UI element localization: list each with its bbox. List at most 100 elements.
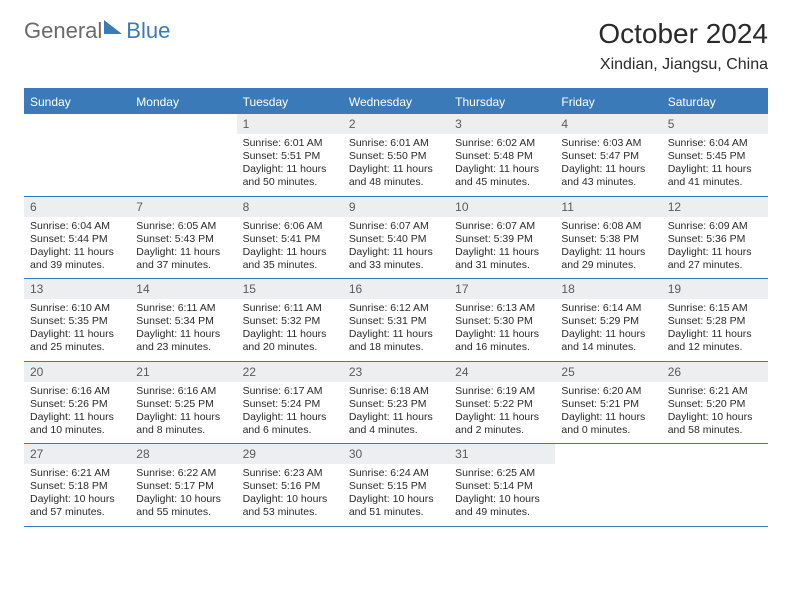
sunrise-text: Sunrise: 6:02 AM <box>455 137 549 150</box>
sunset-text: Sunset: 5:28 PM <box>668 315 762 328</box>
dow-monday: Monday <box>130 90 236 114</box>
daylight-text: Daylight: 11 hours and 48 minutes. <box>349 163 443 189</box>
day-number: 29 <box>237 444 343 464</box>
day-body: Sunrise: 6:16 AMSunset: 5:26 PMDaylight:… <box>24 382 130 444</box>
sunrise-text: Sunrise: 6:17 AM <box>243 385 337 398</box>
sunrise-text: Sunrise: 6:09 AM <box>668 220 762 233</box>
sunset-text: Sunset: 5:35 PM <box>30 315 124 328</box>
day-number: 1 <box>237 114 343 134</box>
day-number: 5 <box>662 114 768 134</box>
day-cell: 11Sunrise: 6:08 AMSunset: 5:38 PMDayligh… <box>555 197 661 279</box>
day-body: Sunrise: 6:10 AMSunset: 5:35 PMDaylight:… <box>24 299 130 361</box>
daylight-text: Daylight: 11 hours and 43 minutes. <box>561 163 655 189</box>
sunset-text: Sunset: 5:39 PM <box>455 233 549 246</box>
sunrise-text: Sunrise: 6:24 AM <box>349 467 443 480</box>
sunset-text: Sunset: 5:32 PM <box>243 315 337 328</box>
day-number: 26 <box>662 362 768 382</box>
sunset-text: Sunset: 5:18 PM <box>30 480 124 493</box>
daylight-text: Daylight: 11 hours and 29 minutes. <box>561 246 655 272</box>
day-cell: 25Sunrise: 6:20 AMSunset: 5:21 PMDayligh… <box>555 362 661 444</box>
location: Xindian, Jiangsu, China <box>598 56 768 74</box>
sunrise-text: Sunrise: 6:11 AM <box>136 302 230 315</box>
sunrise-text: Sunrise: 6:08 AM <box>561 220 655 233</box>
day-body: Sunrise: 6:19 AMSunset: 5:22 PMDaylight:… <box>449 382 555 444</box>
day-number: 21 <box>130 362 236 382</box>
day-cell: 31Sunrise: 6:25 AMSunset: 5:14 PMDayligh… <box>449 444 555 526</box>
sunrise-text: Sunrise: 6:16 AM <box>30 385 124 398</box>
day-body: Sunrise: 6:09 AMSunset: 5:36 PMDaylight:… <box>662 217 768 279</box>
sunset-text: Sunset: 5:25 PM <box>136 398 230 411</box>
daylight-text: Daylight: 11 hours and 50 minutes. <box>243 163 337 189</box>
sunrise-text: Sunrise: 6:07 AM <box>349 220 443 233</box>
day-number: 15 <box>237 279 343 299</box>
day-body: Sunrise: 6:20 AMSunset: 5:21 PMDaylight:… <box>555 382 661 444</box>
sunset-text: Sunset: 5:43 PM <box>136 233 230 246</box>
day-body: Sunrise: 6:24 AMSunset: 5:15 PMDaylight:… <box>343 464 449 526</box>
sunset-text: Sunset: 5:38 PM <box>561 233 655 246</box>
daylight-text: Daylight: 10 hours and 55 minutes. <box>136 493 230 519</box>
sunrise-text: Sunrise: 6:01 AM <box>349 137 443 150</box>
day-number: 31 <box>449 444 555 464</box>
daylight-text: Daylight: 11 hours and 33 minutes. <box>349 246 443 272</box>
sunrise-text: Sunrise: 6:21 AM <box>668 385 762 398</box>
day-number: 12 <box>662 197 768 217</box>
sunrise-text: Sunrise: 6:04 AM <box>30 220 124 233</box>
day-number: 10 <box>449 197 555 217</box>
day-body: Sunrise: 6:23 AMSunset: 5:16 PMDaylight:… <box>237 464 343 526</box>
day-number: 19 <box>662 279 768 299</box>
day-cell <box>555 444 661 526</box>
sunrise-text: Sunrise: 6:23 AM <box>243 467 337 480</box>
day-number: 24 <box>449 362 555 382</box>
sunset-text: Sunset: 5:26 PM <box>30 398 124 411</box>
brand-text-general: General <box>24 18 102 44</box>
dow-saturday: Saturday <box>662 90 768 114</box>
sunrise-text: Sunrise: 6:25 AM <box>455 467 549 480</box>
day-body: Sunrise: 6:16 AMSunset: 5:25 PMDaylight:… <box>130 382 236 444</box>
day-cell: 30Sunrise: 6:24 AMSunset: 5:15 PMDayligh… <box>343 444 449 526</box>
sunset-text: Sunset: 5:50 PM <box>349 150 443 163</box>
day-cell: 3Sunrise: 6:02 AMSunset: 5:48 PMDaylight… <box>449 114 555 196</box>
day-body: Sunrise: 6:25 AMSunset: 5:14 PMDaylight:… <box>449 464 555 526</box>
day-number: 8 <box>237 197 343 217</box>
sunset-text: Sunset: 5:22 PM <box>455 398 549 411</box>
daylight-text: Daylight: 11 hours and 27 minutes. <box>668 246 762 272</box>
day-cell: 22Sunrise: 6:17 AMSunset: 5:24 PMDayligh… <box>237 362 343 444</box>
day-body: Sunrise: 6:22 AMSunset: 5:17 PMDaylight:… <box>130 464 236 526</box>
sunset-text: Sunset: 5:29 PM <box>561 315 655 328</box>
sunset-text: Sunset: 5:21 PM <box>561 398 655 411</box>
sunrise-text: Sunrise: 6:14 AM <box>561 302 655 315</box>
day-number: 4 <box>555 114 661 134</box>
day-body: Sunrise: 6:07 AMSunset: 5:39 PMDaylight:… <box>449 217 555 279</box>
sunset-text: Sunset: 5:34 PM <box>136 315 230 328</box>
day-cell: 27Sunrise: 6:21 AMSunset: 5:18 PMDayligh… <box>24 444 130 526</box>
day-cell: 13Sunrise: 6:10 AMSunset: 5:35 PMDayligh… <box>24 279 130 361</box>
day-cell: 17Sunrise: 6:13 AMSunset: 5:30 PMDayligh… <box>449 279 555 361</box>
sunset-text: Sunset: 5:31 PM <box>349 315 443 328</box>
day-cell: 23Sunrise: 6:18 AMSunset: 5:23 PMDayligh… <box>343 362 449 444</box>
daylight-text: Daylight: 11 hours and 18 minutes. <box>349 328 443 354</box>
day-body: Sunrise: 6:08 AMSunset: 5:38 PMDaylight:… <box>555 217 661 279</box>
daylight-text: Daylight: 10 hours and 58 minutes. <box>668 411 762 437</box>
day-cell: 20Sunrise: 6:16 AMSunset: 5:26 PMDayligh… <box>24 362 130 444</box>
day-number: 6 <box>24 197 130 217</box>
day-body: Sunrise: 6:07 AMSunset: 5:40 PMDaylight:… <box>343 217 449 279</box>
month-title: October 2024 <box>598 18 768 50</box>
day-number: 17 <box>449 279 555 299</box>
day-body: Sunrise: 6:21 AMSunset: 5:18 PMDaylight:… <box>24 464 130 526</box>
sunset-text: Sunset: 5:45 PM <box>668 150 762 163</box>
brand-logo: General Blue <box>24 18 170 44</box>
daylight-text: Daylight: 11 hours and 31 minutes. <box>455 246 549 272</box>
sunrise-text: Sunrise: 6:11 AM <box>243 302 337 315</box>
dow-thursday: Thursday <box>449 90 555 114</box>
daylight-text: Daylight: 11 hours and 14 minutes. <box>561 328 655 354</box>
daylight-text: Daylight: 11 hours and 45 minutes. <box>455 163 549 189</box>
daylight-text: Daylight: 10 hours and 57 minutes. <box>30 493 124 519</box>
sunrise-text: Sunrise: 6:04 AM <box>668 137 762 150</box>
day-cell: 15 Sunrise: 6:11 AMSunset: 5:32 PMDayligh… <box>237 279 343 361</box>
sunrise-text: Sunrise: 6:13 AM <box>455 302 549 315</box>
daylight-text: Daylight: 11 hours and 8 minutes. <box>136 411 230 437</box>
sunrise-text: Sunrise: 6:21 AM <box>30 467 124 480</box>
day-body: Sunrise: 6:06 AMSunset: 5:41 PMDaylight:… <box>237 217 343 279</box>
day-number: 23 <box>343 362 449 382</box>
daylight-text: Daylight: 11 hours and 20 minutes. <box>243 328 337 354</box>
